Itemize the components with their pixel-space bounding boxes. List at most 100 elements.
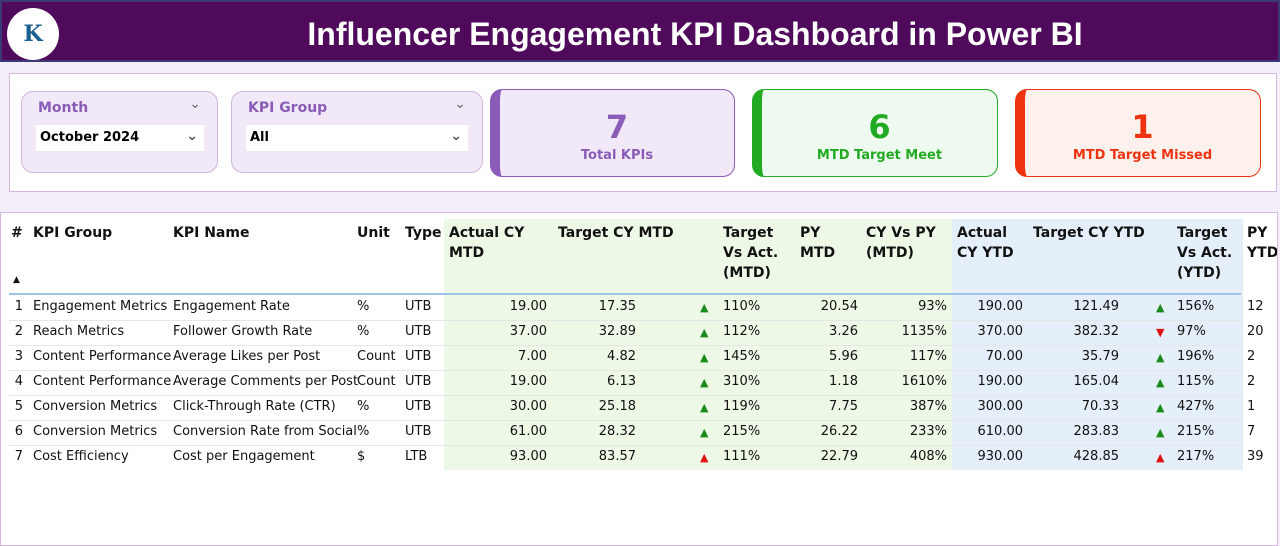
- table-cell: 7: [1247, 424, 1256, 439]
- up-arrow-icon: ▲: [700, 326, 709, 339]
- table-cell: UTB: [405, 299, 432, 314]
- up-arrow-icon: ▲: [1156, 451, 1165, 464]
- column-header[interactable]: PY YTD: [1247, 225, 1278, 261]
- card-value: 7: [605, 108, 629, 146]
- table-cell: 7.75: [829, 399, 858, 414]
- column-header[interactable]: KPI Group: [33, 225, 113, 241]
- table-cell: 121.49: [1073, 299, 1120, 314]
- sort-ascending-icon[interactable]: ▲: [13, 275, 20, 285]
- table-cell: 215%: [723, 424, 761, 439]
- column-header[interactable]: Target Vs Act. (MTD): [723, 225, 779, 281]
- table-cell: 93.00: [509, 449, 547, 464]
- up-arrow-icon: ▲: [1156, 301, 1165, 314]
- table-cell: UTB: [405, 349, 432, 364]
- table-cell: 26.22: [820, 424, 858, 439]
- up-arrow-icon: ▲: [700, 451, 709, 464]
- table-cell: 61.00: [509, 424, 547, 439]
- table-cell: %: [357, 399, 370, 414]
- table-cell: %: [357, 299, 370, 314]
- table-cell: 25.18: [598, 399, 636, 414]
- company-logo: K: [7, 8, 59, 60]
- page-title: Influencer Engagement KPI Dashboard in P…: [307, 16, 1083, 52]
- row-divider: [9, 445, 1241, 446]
- table-cell: Follower Growth Rate: [173, 324, 313, 339]
- table-cell: 2: [1247, 374, 1256, 389]
- table-cell: 6: [14, 424, 23, 439]
- up-arrow-icon: ▲: [1156, 351, 1165, 364]
- table-cell: 408%: [909, 449, 947, 464]
- table-cell: 3.26: [829, 324, 858, 339]
- month-value: October 2024: [40, 130, 140, 145]
- month-slicer[interactable]: Month ⌄ October 2024 ⌄: [21, 91, 218, 173]
- table-cell: 111%: [723, 449, 761, 464]
- table-cell: Engagement Rate: [173, 299, 290, 314]
- table-cell: 37.00: [509, 324, 547, 339]
- table-cell: 196%: [1177, 349, 1215, 364]
- table-cell: 1: [1247, 399, 1256, 414]
- table-cell: 300.00: [977, 399, 1024, 414]
- table-cell: 70.00: [985, 349, 1023, 364]
- table-cell: 427%: [1177, 399, 1215, 414]
- table-cell: 190.00: [977, 299, 1024, 314]
- table-cell: 3: [14, 349, 23, 364]
- month-slicer-label: Month: [38, 100, 89, 116]
- column-header[interactable]: Type: [405, 225, 442, 241]
- card-label: Total KPIs: [580, 148, 654, 163]
- table-cell: 5: [14, 399, 23, 414]
- header-divider: [9, 293, 1241, 295]
- table-cell: 310%: [723, 374, 761, 389]
- kpi-group-dropdown[interactable]: All ⌄: [246, 125, 468, 151]
- row-divider: [9, 345, 1241, 346]
- table-cell: Average Likes per Post: [173, 349, 321, 364]
- table-cell: 215%: [1177, 424, 1215, 439]
- table-cell: 35.79: [1081, 349, 1119, 364]
- column-header[interactable]: Target CY YTD: [1033, 225, 1145, 241]
- chevron-down-icon[interactable]: ⌄: [189, 96, 201, 112]
- table-cell: 12: [1247, 299, 1264, 314]
- up-arrow-icon: ▲: [700, 351, 709, 364]
- table-cell: 2: [14, 324, 23, 339]
- table-cell: 28.32: [598, 424, 636, 439]
- month-dropdown[interactable]: October 2024 ⌄: [36, 125, 204, 151]
- table-cell: %: [357, 424, 370, 439]
- table-cell: 7.00: [518, 349, 547, 364]
- table-cell: 93%: [918, 299, 947, 314]
- table-cell: 5.96: [829, 349, 858, 364]
- row-divider: [9, 370, 1241, 371]
- table-cell: UTB: [405, 324, 432, 339]
- mtd-column-group: [444, 219, 952, 470]
- kpi-group-slicer[interactable]: KPI Group ⌄ All ⌄: [231, 91, 483, 173]
- column-header[interactable]: Actual CY YTD: [957, 225, 1014, 261]
- column-header[interactable]: Actual CY MTD: [449, 225, 525, 261]
- column-header[interactable]: Target CY MTD: [558, 225, 674, 241]
- table-cell: 610.00: [977, 424, 1024, 439]
- table-cell: 117%: [909, 349, 947, 364]
- column-header[interactable]: PY MTD: [800, 225, 836, 261]
- column-header[interactable]: CY Vs PY (MTD): [866, 225, 936, 261]
- table-cell: Content Performance: [33, 349, 172, 364]
- chevron-down-icon[interactable]: ⌄: [186, 128, 198, 144]
- column-header[interactable]: KPI Name: [173, 225, 250, 241]
- chevron-down-icon[interactable]: ⌄: [454, 96, 466, 112]
- table-cell: 19.00: [509, 374, 547, 389]
- table-cell: 233%: [909, 424, 947, 439]
- column-header[interactable]: Unit: [357, 225, 390, 241]
- table-cell: 370.00: [977, 324, 1024, 339]
- column-header[interactable]: Target Vs Act. (YTD): [1177, 225, 1233, 281]
- total-kpis-card: 7 Total KPIs: [490, 89, 735, 177]
- column-header[interactable]: #: [11, 225, 23, 241]
- table-cell: 930.00: [977, 449, 1024, 464]
- table-cell: 39: [1247, 449, 1264, 464]
- mtd-target-missed-card: 1 MTD Target Missed: [1015, 89, 1261, 177]
- row-divider: [9, 395, 1241, 396]
- table-cell: UTB: [405, 374, 432, 389]
- up-arrow-icon: ▲: [700, 301, 709, 314]
- table-cell: $: [357, 449, 366, 464]
- table-cell: Count: [357, 349, 396, 364]
- table-cell: 1610%: [901, 374, 947, 389]
- chevron-down-icon[interactable]: ⌄: [450, 128, 462, 144]
- table-cell: Content Performance: [33, 374, 172, 389]
- kpi-group-value: All: [250, 130, 269, 145]
- up-arrow-icon: ▲: [1156, 376, 1165, 389]
- down-arrow-icon: ▼: [1156, 326, 1165, 339]
